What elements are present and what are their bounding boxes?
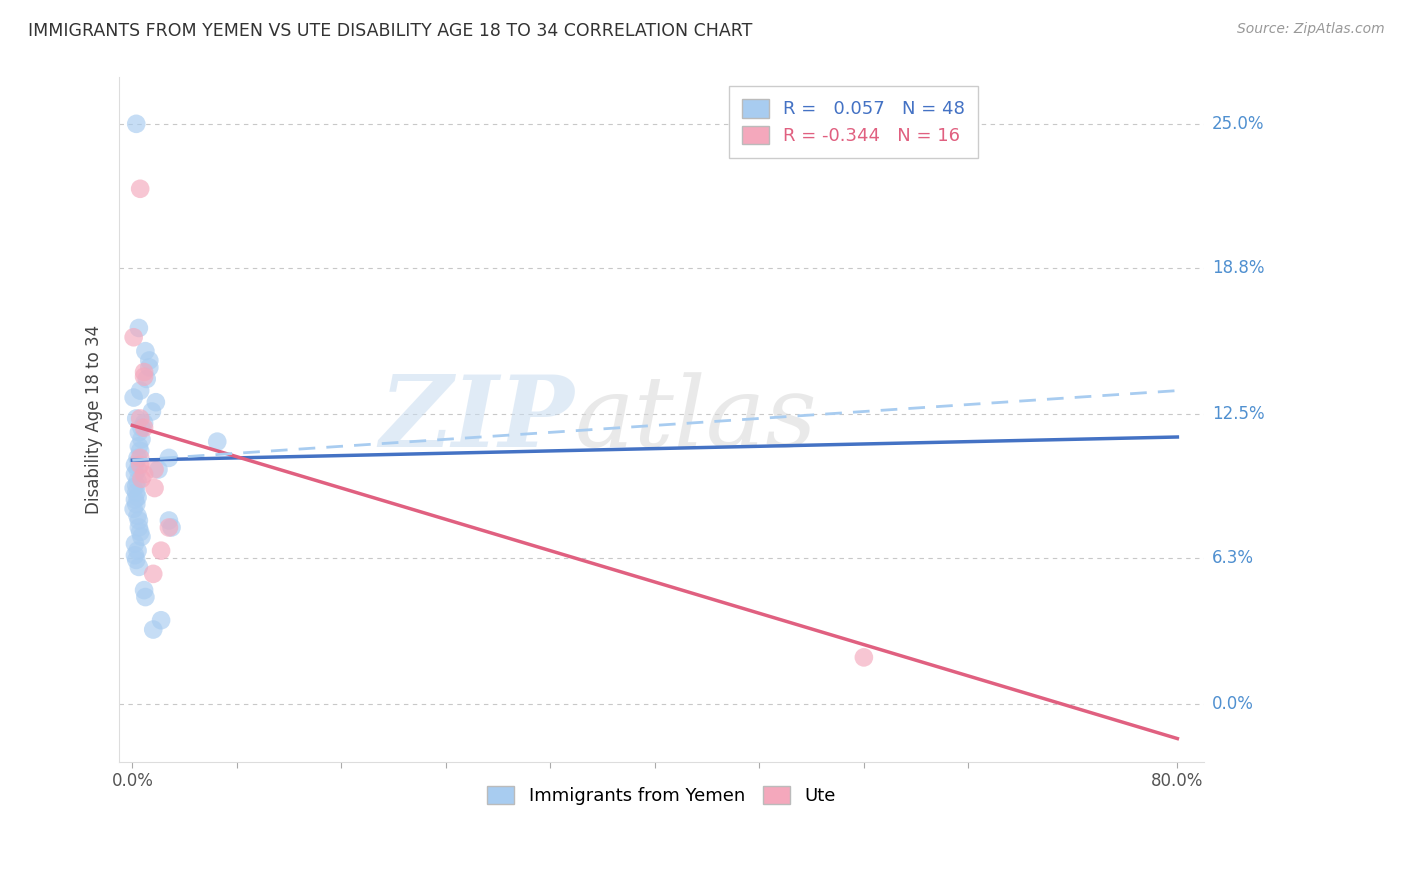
Point xyxy=(125,411,148,425)
Point xyxy=(142,623,165,637)
Point xyxy=(148,462,170,476)
Point xyxy=(138,353,160,368)
Text: 18.8%: 18.8% xyxy=(1212,259,1264,277)
Point xyxy=(852,650,875,665)
Point xyxy=(128,520,150,534)
Point xyxy=(135,372,157,386)
Point xyxy=(122,330,145,344)
Point xyxy=(122,481,145,495)
Point xyxy=(131,472,153,486)
Point xyxy=(131,530,153,544)
Point xyxy=(125,117,148,131)
Point xyxy=(127,474,149,488)
Point xyxy=(124,467,146,482)
Point xyxy=(128,514,150,528)
Point xyxy=(124,458,146,472)
Point xyxy=(132,421,155,435)
Point xyxy=(143,481,166,495)
Point xyxy=(132,369,155,384)
Point xyxy=(127,491,149,505)
Point xyxy=(157,520,180,534)
Point xyxy=(160,520,183,534)
Text: ZIP: ZIP xyxy=(380,371,575,468)
Point xyxy=(132,583,155,598)
Point xyxy=(128,425,150,440)
Point xyxy=(129,525,152,540)
Point xyxy=(127,462,149,476)
Point xyxy=(141,404,163,418)
Point xyxy=(157,450,180,465)
Point xyxy=(125,485,148,500)
Point xyxy=(125,479,148,493)
Legend: Immigrants from Yemen, Ute: Immigrants from Yemen, Ute xyxy=(478,777,845,814)
Text: 25.0%: 25.0% xyxy=(1212,115,1264,133)
Point xyxy=(145,395,167,409)
Point xyxy=(134,344,156,359)
Text: atlas: atlas xyxy=(575,372,817,467)
Point xyxy=(150,613,173,627)
Point xyxy=(131,421,153,435)
Text: 12.5%: 12.5% xyxy=(1212,405,1264,423)
Point xyxy=(129,384,152,398)
Point xyxy=(129,458,152,472)
Point xyxy=(134,590,156,604)
Point xyxy=(129,450,152,465)
Point xyxy=(122,391,145,405)
Point xyxy=(127,508,149,523)
Point xyxy=(128,321,150,335)
Point xyxy=(150,543,173,558)
Point xyxy=(125,497,148,511)
Point xyxy=(132,467,155,482)
Point xyxy=(128,560,150,574)
Point xyxy=(124,537,146,551)
Y-axis label: Disability Age 18 to 34: Disability Age 18 to 34 xyxy=(86,325,103,514)
Point xyxy=(122,502,145,516)
Point xyxy=(207,434,229,449)
Point xyxy=(157,514,180,528)
Point xyxy=(129,411,152,425)
Point xyxy=(124,492,146,507)
Point xyxy=(128,439,150,453)
Point xyxy=(143,462,166,476)
Point xyxy=(132,416,155,430)
Point xyxy=(129,444,152,458)
Point xyxy=(138,360,160,375)
Point xyxy=(127,543,149,558)
Point xyxy=(142,566,165,581)
Point xyxy=(125,553,148,567)
Point xyxy=(132,365,155,379)
Text: IMMIGRANTS FROM YEMEN VS UTE DISABILITY AGE 18 TO 34 CORRELATION CHART: IMMIGRANTS FROM YEMEN VS UTE DISABILITY … xyxy=(28,22,752,40)
Point xyxy=(127,450,149,465)
Text: Source: ZipAtlas.com: Source: ZipAtlas.com xyxy=(1237,22,1385,37)
Point xyxy=(124,549,146,563)
Point xyxy=(131,433,153,447)
Text: 0.0%: 0.0% xyxy=(1212,695,1254,713)
Point xyxy=(129,182,152,196)
Text: 6.3%: 6.3% xyxy=(1212,549,1254,566)
